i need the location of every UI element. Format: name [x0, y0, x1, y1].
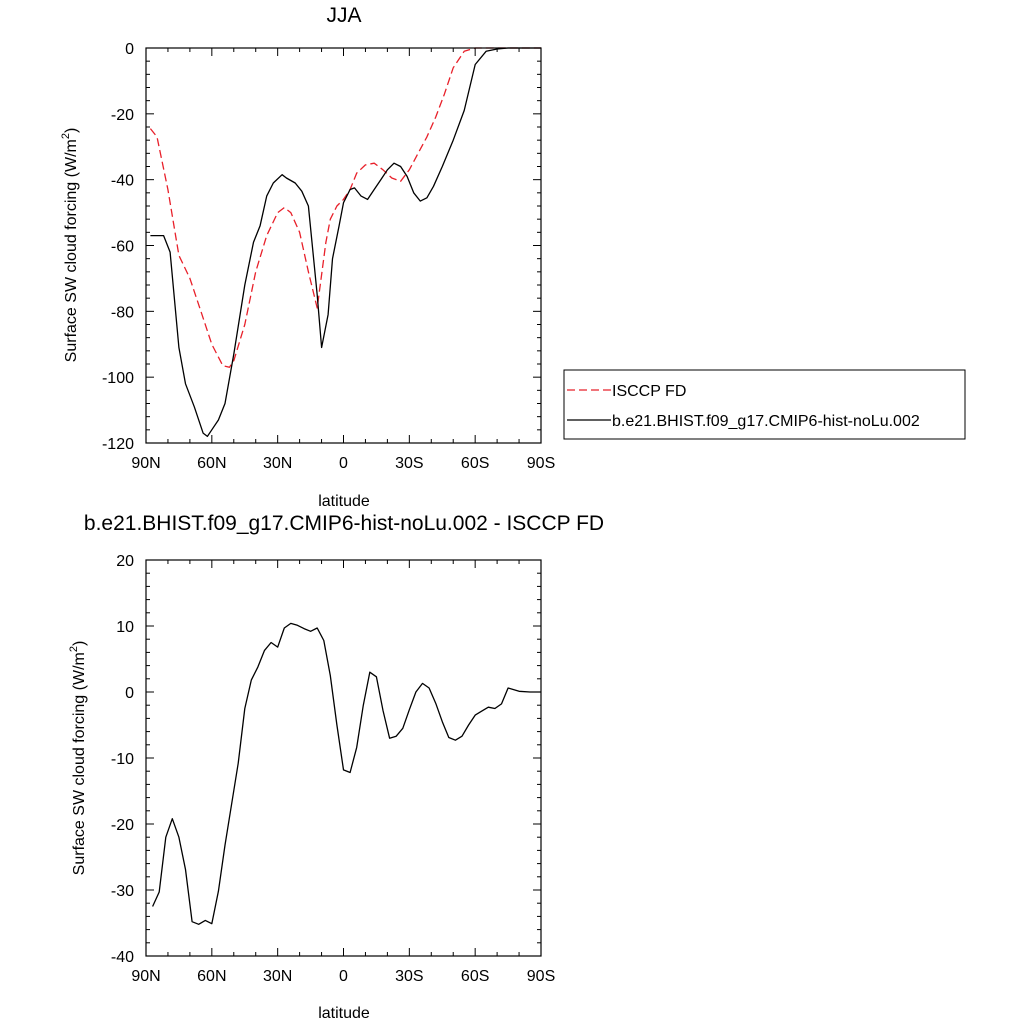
panel-bottom-y-tick-label: 0 — [125, 685, 134, 702]
panel-top-ticks: 90N 60N 30N 0 30S 60S 90S 0 -20 -40 -60 -80 -100 -120 — [102, 41, 555, 472]
panel-bottom-y-tick-label: 20 — [116, 553, 134, 570]
panel-bottom-chart: b.e21.BHIST.f09_g17.CMIP6-hist-noLu.002 … — [68, 512, 604, 1022]
panel-bottom-ticks: 90N 60N 30N 0 30S 60S 90S 20 10 0 -10 -20 -30 -40 — [111, 553, 555, 985]
panel-bottom-y-tick-label: -20 — [111, 817, 134, 834]
panel-bottom-y-tick-label: 10 — [116, 619, 134, 636]
panel-top-x-tick-label: 60S — [461, 455, 489, 472]
panel-top-x-axis-label: latitude — [318, 493, 370, 510]
panel-bottom-series-line-0 — [152, 622, 541, 925]
panel-bottom-x-tick-label: 90N — [131, 968, 160, 985]
panel-bottom-x-tick-label: 30S — [395, 968, 423, 985]
panel-bottom-x-tick-label: 60N — [197, 968, 226, 985]
panel-top-y-tick-label: -40 — [111, 173, 134, 190]
legend-box — [563, 369, 966, 440]
panel-top-y-tick-label: -120 — [102, 436, 134, 453]
panel-top-y-tick-label: -60 — [111, 239, 134, 256]
panel-top-x-tick-label: 90S — [527, 455, 555, 472]
panel-top-legend: ISCCP FD b.e21.BHIST.f09_g17.CMIP6-hist-… — [563, 369, 966, 440]
panel-bottom-title: b.e21.BHIST.f09_g17.CMIP6-hist-noLu.002 … — [84, 512, 604, 535]
panel-top-y-axis-label-sup: 2 — [60, 133, 72, 139]
panel-bottom-y-tick-label: -40 — [111, 949, 134, 966]
panel-bottom-x-tick-label: 90S — [527, 968, 555, 985]
panel-top-series-line-1 — [150, 47, 541, 438]
panel-top-x-tick-label: 0 — [339, 455, 348, 472]
panel-top-series-line-0 — [149, 47, 541, 368]
panel-top-y-axis-label-end: ) — [63, 128, 80, 133]
panel-bottom-y-axis-label-sup: 2 — [68, 646, 80, 652]
panel-top-y-tick-label: -80 — [111, 304, 134, 321]
panel-top-frame — [145, 47, 542, 444]
panel-top-x-tick-label: 90N — [131, 455, 160, 472]
legend-label-model: b.e21.BHIST.f09_g17.CMIP6-hist-noLu.002 — [612, 413, 920, 430]
panel-bottom-y-axis-label-end: ) — [71, 641, 88, 646]
panel-top-x-tick-label: 60N — [197, 455, 226, 472]
legend-label-isccp: ISCCP FD — [612, 383, 686, 400]
panel-top-x-tick-label: 30N — [263, 455, 292, 472]
panel-bottom-x-tick-label: 30N — [263, 968, 292, 985]
panel-bottom-x-tick-label: 0 — [339, 968, 348, 985]
panel-bottom-plot-area — [152, 622, 541, 925]
panel-bottom-y-tick-label: -10 — [111, 751, 134, 768]
panel-top-y-tick-label: 0 — [125, 41, 134, 58]
panel-bottom-y-tick-label: -30 — [111, 883, 134, 900]
panel-bottom-x-tick-label: 60S — [461, 968, 489, 985]
panel-bottom-frame — [145, 559, 542, 957]
panel-top-y-tick-label: -100 — [102, 370, 134, 387]
panel-bottom-y-axis-label: Surface SW cloud forcing (W/m2) — [68, 641, 88, 876]
panel-top-x-tick-label: 30S — [395, 455, 423, 472]
panel-top-title: JJA — [326, 4, 361, 27]
panel-top-y-tick-label: -20 — [111, 107, 134, 124]
panel-top-y-axis-label: Surface SW cloud forcing (W/m2) — [60, 128, 80, 363]
panel-bottom-x-axis-label: latitude — [318, 1005, 370, 1022]
panel-top-y-axis-label-main: Surface SW cloud forcing (W/m — [63, 139, 80, 362]
panel-bottom-y-axis-label-main: Surface SW cloud forcing (W/m — [71, 652, 88, 875]
panel-top-chart: JJA 90N 60N 30N 0 30S 60S 90S 0 -20 -40 -60 -80 -100… — [60, 4, 555, 510]
panel-top-plot-area — [149, 47, 541, 438]
